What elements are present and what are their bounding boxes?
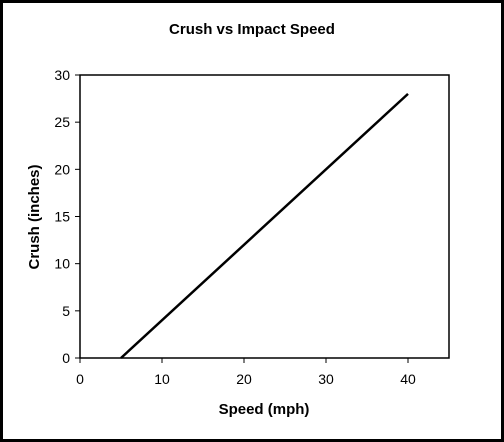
x-tick-label: 20 — [236, 371, 252, 387]
y-axis-title: Crush (inches) — [26, 164, 43, 269]
x-tick-label: 40 — [400, 371, 416, 387]
x-tick-label: 30 — [318, 371, 334, 387]
series-line — [120, 92, 409, 359]
x-axis-title: Speed (mph) — [219, 401, 310, 418]
x-tick-label: 0 — [76, 371, 84, 387]
y-tick-label: 30 — [54, 67, 70, 83]
x-tick-label: 10 — [154, 371, 170, 387]
y-tick-label: 5 — [62, 303, 70, 319]
series-layer — [120, 92, 409, 359]
y-axis: 0 5 10 15 20 25 30 — [54, 67, 80, 366]
y-tick-label: 25 — [54, 114, 70, 130]
y-tick-label: 0 — [62, 350, 70, 366]
x-axis: 0 10 20 30 40 — [76, 358, 416, 387]
chart-title: Crush vs Impact Speed — [169, 21, 335, 38]
crush-vs-speed-chart: Crush vs Impact Speed 0 10 20 30 40 0 5 10 15 20… — [26, 21, 450, 418]
y-tick-label: 15 — [54, 209, 70, 225]
chart-frame: Crush vs Impact Speed 0 10 20 30 40 0 5 10 15 20… — [3, 3, 501, 439]
y-tick-label: 20 — [54, 161, 70, 177]
plot-area — [79, 74, 450, 359]
y-tick-label: 10 — [54, 256, 70, 272]
